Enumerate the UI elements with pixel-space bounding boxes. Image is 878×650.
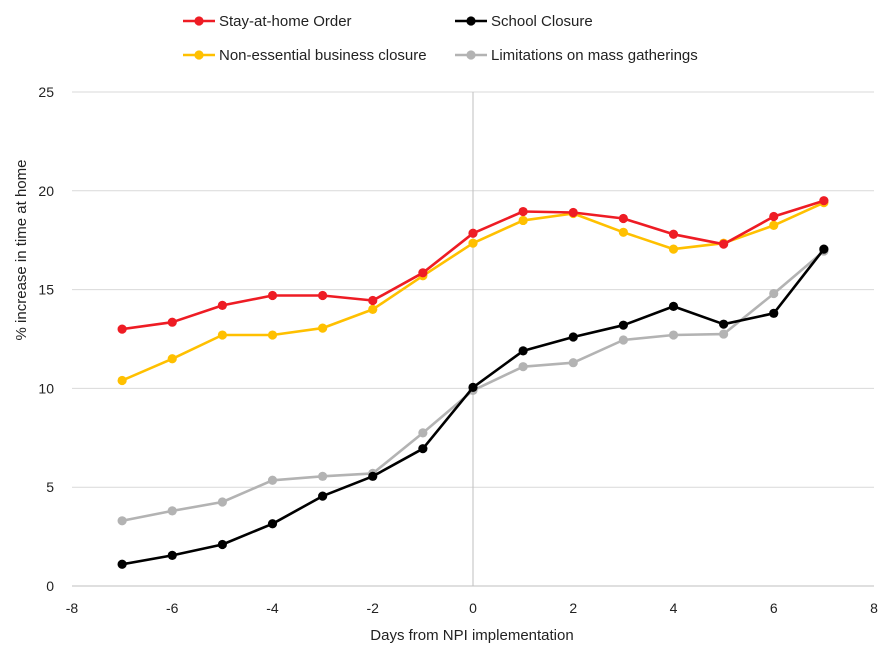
- data-point: [568, 207, 578, 218]
- data-point: [518, 362, 528, 372]
- y-tick-label: 15: [38, 282, 54, 298]
- y-tick-label: 10: [38, 380, 54, 396]
- x-tick-label: -2: [367, 600, 380, 616]
- y-axis-title: % increase in time at home: [13, 160, 30, 341]
- data-point: [618, 213, 628, 224]
- data-point: [668, 301, 679, 311]
- data-point: [267, 475, 278, 485]
- data-point: [769, 288, 779, 299]
- data-point: [167, 550, 177, 560]
- legend-swatch-marker: [466, 50, 476, 60]
- x-tick-label: 4: [670, 600, 678, 616]
- legend-swatch-marker: [466, 16, 476, 26]
- legend-swatch-marker: [194, 50, 204, 60]
- data-point: [769, 211, 779, 222]
- data-point: [618, 335, 628, 345]
- x-tick-labels: -8 -6 -4 -2 0 2 4 6 8: [66, 600, 878, 616]
- data-point: [568, 358, 578, 368]
- x-axis-title: Days from NPI implementation: [370, 627, 573, 644]
- data-point: [117, 559, 127, 569]
- x-tick-label: -6: [166, 600, 179, 616]
- data-point: [418, 268, 428, 278]
- x-tick-label: 2: [569, 600, 577, 616]
- data-point: [167, 354, 177, 364]
- data-point: [217, 539, 227, 550]
- data-point: [668, 244, 679, 254]
- x-tick-label: 8: [870, 600, 878, 616]
- data-point: [769, 308, 779, 318]
- legend-label: Non-essential business closure: [219, 47, 427, 64]
- data-point: [217, 300, 227, 311]
- legend: Stay-at-home Order School Closure Non-esse…: [183, 13, 698, 64]
- data-point: [368, 295, 378, 306]
- data-point: [318, 491, 328, 501]
- legend-label: School Closure: [491, 13, 593, 30]
- y-tick-label: 0: [46, 578, 54, 594]
- data-series: [117, 196, 829, 569]
- legend-label: Stay-at-home Order: [219, 13, 352, 30]
- data-point: [267, 290, 278, 301]
- legend-item-school-closure: School Closure: [455, 13, 593, 30]
- data-point: [719, 319, 729, 329]
- y-tick-label: 25: [38, 84, 54, 100]
- data-point: [668, 229, 679, 239]
- data-point: [117, 375, 127, 386]
- data-point: [468, 228, 478, 238]
- data-point: [318, 323, 328, 333]
- y-tick-label: 5: [46, 479, 54, 495]
- data-point: [719, 239, 729, 249]
- data-point: [518, 346, 528, 356]
- data-point: [318, 471, 328, 481]
- data-point: [167, 317, 177, 327]
- data-point: [819, 196, 829, 206]
- data-point: [819, 244, 829, 254]
- legend-item-limitations-on-mass-gatherings: Limitations on mass gatherings: [455, 47, 698, 64]
- data-point: [318, 290, 328, 301]
- series-school-closure: [117, 244, 829, 569]
- data-point: [117, 516, 127, 526]
- data-point: [468, 382, 478, 393]
- x-tick-label: -4: [266, 600, 279, 616]
- data-point: [719, 329, 729, 339]
- axes: [72, 92, 874, 587]
- data-point: [368, 471, 378, 481]
- legend-item-non-essential-business-closure: Non-essential business closure: [183, 47, 427, 64]
- data-point: [267, 519, 278, 529]
- data-point: [618, 227, 628, 237]
- data-point: [769, 220, 779, 230]
- data-point: [668, 330, 679, 340]
- x-tick-label: 6: [770, 600, 778, 616]
- data-point: [468, 238, 478, 248]
- data-point: [568, 332, 578, 342]
- data-point: [518, 206, 528, 217]
- x-tick-label: 0: [469, 600, 477, 616]
- data-point: [217, 497, 227, 507]
- data-point: [618, 320, 628, 330]
- x-tick-label: -8: [66, 600, 79, 616]
- data-point: [117, 324, 127, 334]
- data-point: [418, 428, 428, 438]
- legend-swatch-marker: [194, 16, 204, 26]
- data-point: [368, 304, 378, 314]
- legend-item-stay-at-home-order: Stay-at-home Order: [183, 13, 352, 30]
- y-tick-label: 20: [38, 183, 54, 199]
- y-tick-labels: 0 5 10 15 20 25: [38, 84, 54, 594]
- data-point: [518, 215, 528, 226]
- data-point: [267, 330, 278, 340]
- data-point: [217, 330, 227, 340]
- legend-label: Limitations on mass gatherings: [491, 47, 698, 64]
- data-point: [418, 444, 428, 454]
- data-point: [167, 506, 177, 516]
- series-stay-at-home-order: [117, 196, 829, 334]
